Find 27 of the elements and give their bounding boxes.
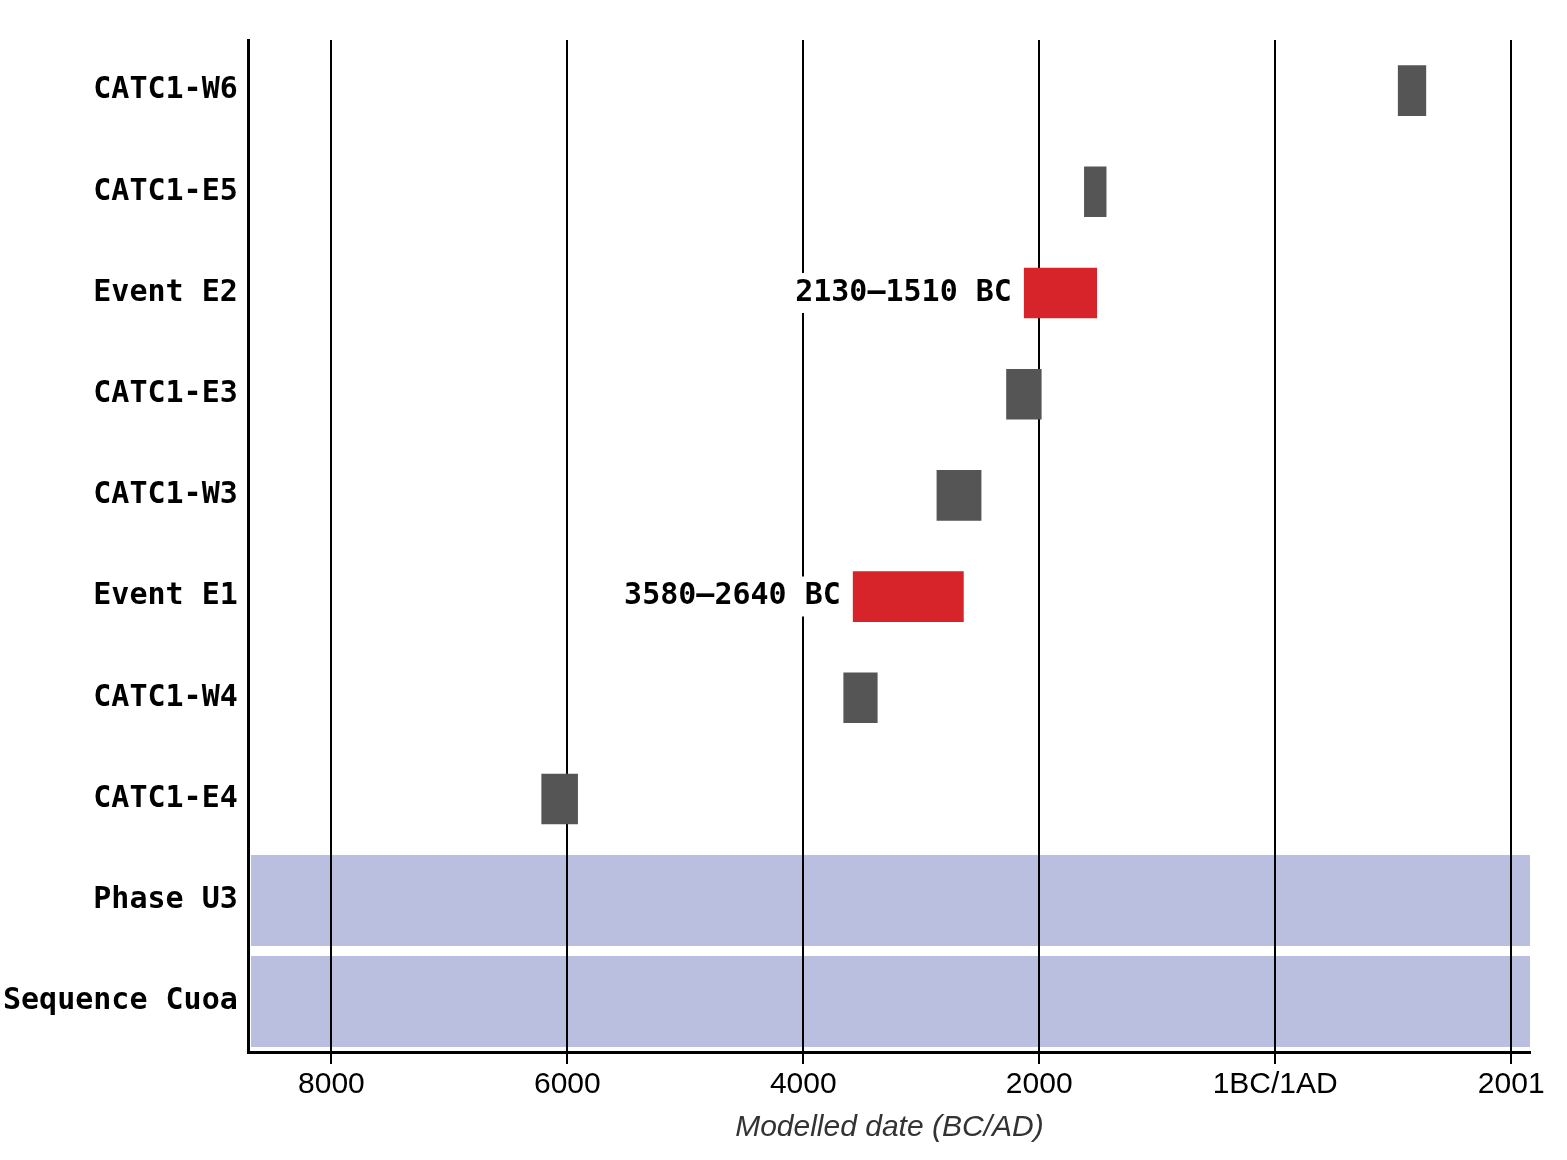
x-axis-title: Modelled date (BC/AD) — [735, 1109, 1044, 1143]
x-tick-label: 6000 — [533, 1066, 601, 1100]
bar — [843, 672, 878, 724]
y-tick-label: CATC1-W6 — [93, 70, 238, 106]
y-tick-label: CATC1-E3 — [93, 374, 238, 409]
y-tick-label: Event E2 — [93, 272, 238, 308]
y-tick-label: Phase U3 — [93, 880, 238, 915]
x-tick-label: 1BC/1AD — [1212, 1066, 1338, 1100]
x-tick-label: 2001 — [1477, 1066, 1545, 1100]
x-tick-label: 2000 — [1005, 1066, 1073, 1100]
x-tick-label: 4000 — [769, 1066, 837, 1100]
bar — [1397, 65, 1427, 116]
annotation: 2130–1510 BC — [795, 272, 1012, 308]
bar — [936, 470, 982, 521]
bar — [1023, 267, 1098, 319]
bar — [852, 571, 964, 622]
bar — [1084, 166, 1107, 218]
y-tick-label: CATC1-W4 — [93, 677, 238, 713]
bar — [541, 773, 578, 825]
bar — [1006, 368, 1042, 420]
y-tick-label: Event E1 — [93, 576, 238, 612]
x-tick-label: 8000 — [298, 1066, 365, 1100]
y-tick-label: CATC1-E4 — [93, 778, 238, 814]
annotation: 3580–2640 BC — [624, 576, 841, 612]
y-tick-label: CATC1-E5 — [93, 171, 238, 207]
y-tick-label: CATC1-W3 — [93, 475, 238, 511]
y-tick-label: Sequence Cuoa — [2, 981, 238, 1017]
